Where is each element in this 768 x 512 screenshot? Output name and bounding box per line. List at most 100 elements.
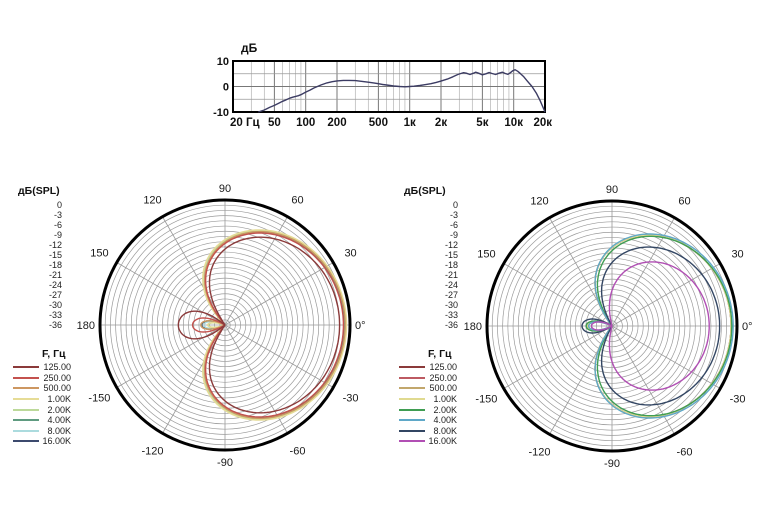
radial-scale-tick: -33 [48,310,62,320]
fr-x-tick-label: 200 [327,117,346,129]
radial-scale-tick: -18 [48,260,62,270]
legend-row: 1.00K [399,394,457,405]
fr-x-tick-label: 20 Гц [230,117,260,129]
legend-row: 4.00K [399,415,457,426]
radial-scale-tick: -27 [444,290,458,300]
fr-plot-border [232,60,546,113]
polar-angle-label: 150 [477,249,495,261]
legend-label: 16.00K [42,436,71,447]
polar-curve-2.00K [585,235,733,417]
radial-scale-tick: -15 [48,250,62,260]
polar-angle-label: 0° [355,320,366,332]
legend-swatch [13,408,39,411]
polar-angle-label: -30 [730,394,746,406]
fr-y-tick-label: -10 [213,107,229,119]
legend-label: 125.00 [43,362,71,373]
legend-label: 250.00 [429,372,457,383]
polar-angle-label: 180 [77,320,95,332]
polar-chart-right: 90 120 150 180 -150 -120 -90 -60 -30 0° 30 60 [464,184,753,470]
legend-label: 1.00K [433,394,457,405]
polar-curves [581,233,734,419]
legend-title-left: F, Гц [42,348,66,360]
legend-swatch [399,398,425,401]
polar-curve-250.00 [191,232,345,418]
legend-label: 8.00K [433,425,457,436]
frequency-response-title: дБ [241,41,258,55]
radial-scale-tick: -6 [53,220,62,230]
legend-swatch [13,376,39,379]
legend-swatch [399,419,425,422]
polar-curve-8.00K [581,246,721,406]
fr-x-tick-label: 2к [435,117,447,129]
radial-scale-tick: -9 [449,230,458,240]
legend-swatch [399,440,425,443]
radial-scale-tick: -36 [48,320,62,330]
spl-scale-title-left: дБ(SPL) [18,185,60,197]
legend-row: 2.00K [13,404,71,415]
polar-curve-1.00K [202,229,348,421]
legend-row: 4.00K [13,415,71,426]
legend-swatch [13,419,39,422]
polar-angle-label: 120 [530,195,548,207]
radial-scale-tick: -6 [449,220,458,230]
polar-angle-label: 120 [143,194,161,206]
legend-row: 8.00K [13,426,71,437]
fr-x-tick-label: 100 [296,117,315,129]
legend-right: F, Гц 125.00 250.00 500.00 1.00K 2.00K 4.00K 8… [399,348,457,447]
radial-scale-tick: 0 [452,200,458,210]
polar-curve-16.00K [590,261,710,391]
legend-row: 250.00 [399,373,457,384]
fr-x-tick-label: 1к [404,117,416,129]
legend-label: 16.00K [428,436,457,447]
legend-label: 8.00K [47,425,71,436]
legend-row: 250.00 [13,373,71,384]
legend-label: 1.00K [47,394,71,405]
fr-y-tick-label: 10 [217,56,229,68]
polar-curve-500.00 [200,230,346,420]
fr-x-tick-label: 10к [504,117,523,129]
fr-response-curve [258,69,546,113]
legend-row: 8.00K [399,426,457,437]
fr-x-tick-label: 5к [476,117,488,129]
radial-scale-tick: -30 [444,300,458,310]
legend-row: 125.00 [399,362,457,373]
legend-row: 1.00K [13,394,71,405]
polar-angle-label: -120 [528,447,550,459]
polar-outer-ring [485,199,739,453]
radial-scale-tick: -3 [53,210,62,220]
polar-angle-label: 30 [731,249,743,261]
legend-label: 500.00 [429,383,457,394]
polar-angle-label: 0° [742,321,753,333]
spl-scale-title-right: дБ(SPL) [404,185,446,197]
polar-angle-label: -150 [88,393,110,405]
radial-scale-tick: -36 [444,320,458,330]
radial-scale-tick: -12 [48,240,62,250]
legend-rows-right: 125.00 250.00 500.00 1.00K 2.00K 4.00K 8.00K 16… [399,362,457,447]
polar-angle-label: 60 [291,194,303,206]
radial-scale-ticks-left: 0 -3 -6 -9 -12 -15 -18 -21 -24 -27 -30 -33 -36 [18,200,62,330]
fr-x-tick-label: 20к [533,117,552,129]
legend-label: 4.00K [433,415,457,426]
legend-label: 2.00K [47,404,71,415]
legend-swatch [13,387,39,390]
legend-row: 500.00 [13,383,71,394]
spl-scale-left: дБ(SPL) 0 -3 -6 -9 -12 -15 -18 -21 -24 -27 -30 -33-… [18,185,62,330]
spl-scale-right: дБ(SPL) 0 -3 -6 -9 -12 -15 -18 -21 -24 -27 -30 -33-… [404,185,458,330]
polar-angle-label: 150 [90,248,108,260]
polar-angle-label: -60 [290,446,306,458]
fr-x-tick-label: 500 [369,117,388,129]
legend-row: 16.00K [399,436,457,447]
legend-row: 2.00K [399,404,457,415]
legend-row: 16.00K [13,436,71,447]
radial-scale-tick: -24 [48,280,62,290]
radial-scale-tick: -27 [48,290,62,300]
radial-scale-tick: -3 [449,210,458,220]
legend-left: F, Гц 125.00 250.00 500.00 1.00K 2.00K 4.00K 8… [13,348,71,447]
legend-label: 125.00 [429,362,457,373]
legend-swatch [399,429,425,432]
radial-scale-tick: -15 [444,250,458,260]
legend-swatch [399,387,425,390]
polar-angle-label: -60 [677,447,693,459]
legend-swatch [399,376,425,379]
